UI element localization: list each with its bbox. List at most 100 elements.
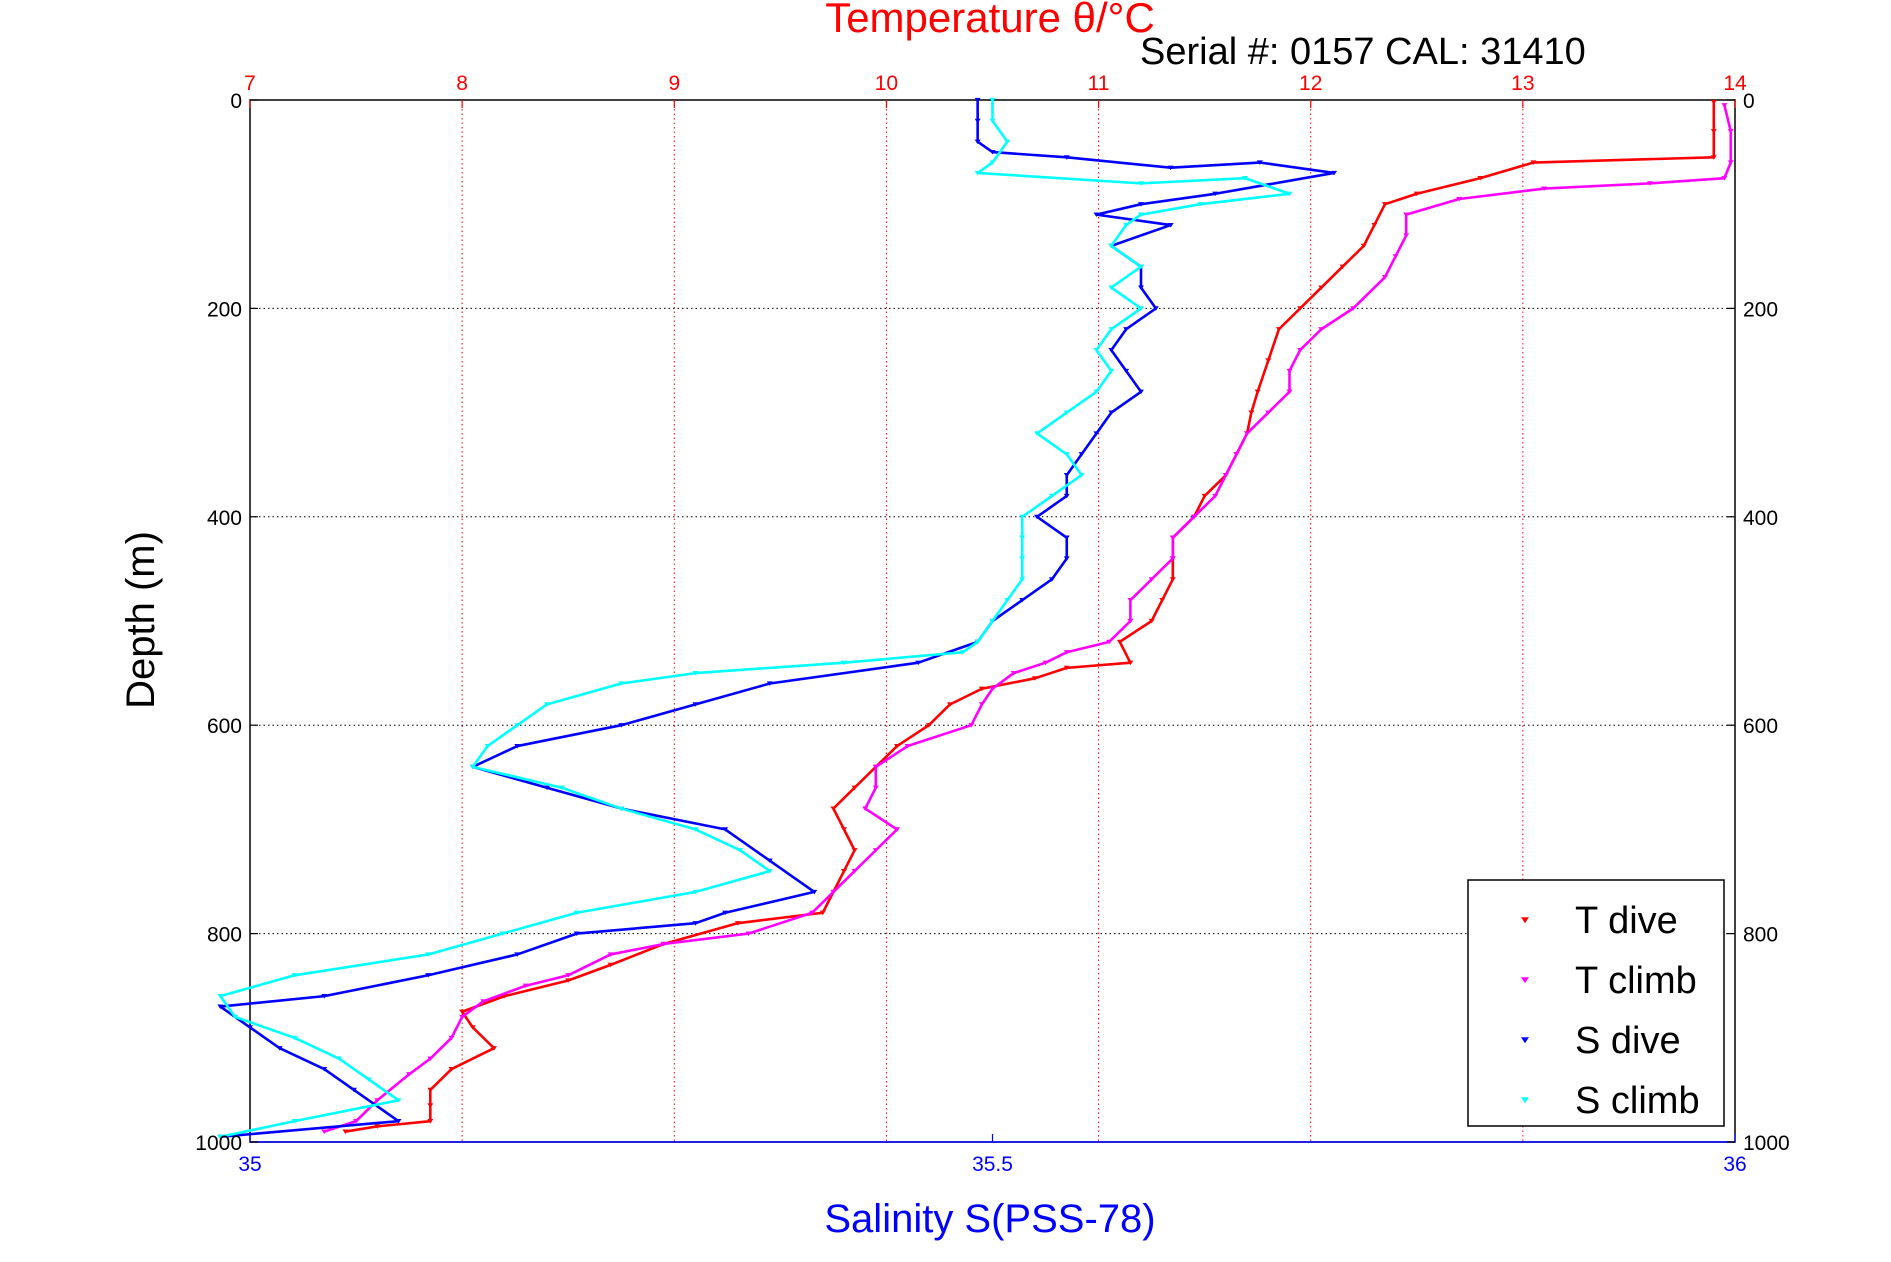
series-s-climb <box>217 97 1293 1140</box>
temperature-tick-label: 12 <box>1299 72 1322 95</box>
data-point <box>1339 264 1346 270</box>
data-point <box>1138 264 1144 270</box>
depth-tick-label: 600 <box>207 715 242 738</box>
data-point <box>841 868 847 874</box>
series-trace-line <box>323 104 1733 1133</box>
data-point <box>692 702 699 707</box>
data-point <box>1063 650 1070 655</box>
depth-axis-ticks-right: 0 200 400 600 800 1000 <box>1727 90 1790 1155</box>
data-point <box>1004 139 1011 145</box>
data-point <box>425 973 432 978</box>
data-point <box>1123 327 1130 332</box>
data-point <box>1138 181 1144 186</box>
data-point <box>490 1046 497 1051</box>
data-point <box>217 994 224 999</box>
data-point <box>1127 618 1134 624</box>
data-point <box>1710 129 1717 134</box>
data-point <box>692 827 699 832</box>
data-point <box>1019 514 1026 520</box>
data-point <box>374 1124 381 1129</box>
data-point <box>766 858 773 864</box>
data-point <box>353 1119 360 1124</box>
data-point <box>1710 155 1717 160</box>
data-point <box>1063 556 1070 561</box>
data-point <box>1222 473 1229 478</box>
data-point <box>1169 577 1176 582</box>
legend-box <box>1467 879 1725 1127</box>
data-point <box>974 170 981 176</box>
data-point <box>1710 99 1717 105</box>
data-point <box>1093 212 1100 218</box>
data-point <box>1647 181 1654 186</box>
series-layer <box>217 97 1734 1140</box>
data-point <box>1197 202 1204 207</box>
data-point <box>618 806 625 811</box>
data-point <box>1541 186 1548 191</box>
data-point <box>1063 473 1070 478</box>
data-point <box>989 97 996 103</box>
data-point <box>989 160 996 165</box>
data-point <box>350 1087 357 1093</box>
data-point <box>862 806 869 811</box>
data-point <box>1275 327 1282 332</box>
data-point <box>1063 410 1070 415</box>
data-point <box>1148 577 1155 582</box>
depth-axis-ticks-left: 0 200 400 600 800 1000 <box>195 90 258 1155</box>
data-point <box>872 785 879 791</box>
data-point <box>1108 410 1115 415</box>
data-point <box>480 999 487 1004</box>
legend: T dive T climb S dive S climb <box>1467 879 1725 1127</box>
data-point <box>1167 165 1174 171</box>
data-point <box>1138 306 1144 311</box>
salinity-tick-label: 36 <box>1723 1153 1746 1176</box>
data-point <box>974 118 981 124</box>
data-point <box>1318 327 1325 332</box>
data-point <box>291 1119 298 1124</box>
data-point <box>1148 618 1155 624</box>
data-point <box>1265 410 1272 415</box>
temperature-tick-label: 9 <box>668 72 680 95</box>
data-point <box>1727 129 1734 134</box>
data-point <box>522 983 529 989</box>
x-axis-label: Salinity S(PSS-78) <box>824 1197 1155 1241</box>
data-point <box>1108 285 1115 290</box>
series-trace-line <box>219 100 1336 1139</box>
data-point <box>618 723 625 728</box>
data-point <box>947 702 954 707</box>
data-point <box>1093 431 1100 436</box>
depth-tick-label: 1000 <box>195 1132 242 1155</box>
data-point <box>448 1066 455 1072</box>
temperature-tick-label: 13 <box>1511 72 1534 95</box>
data-point <box>573 910 580 916</box>
data-point <box>425 952 432 957</box>
data-point <box>232 1014 239 1020</box>
data-point <box>745 931 752 936</box>
data-point <box>692 671 699 676</box>
data-point <box>573 931 580 936</box>
data-point <box>1063 452 1070 457</box>
data-point <box>766 681 773 686</box>
data-point <box>1093 389 1100 395</box>
y-axis-label: Depth (m) <box>119 531 163 709</box>
data-point <box>915 660 922 666</box>
depth-tick-label: 200 <box>207 298 242 321</box>
data-point <box>1360 243 1367 249</box>
data-point <box>1403 233 1410 238</box>
data-point <box>1123 222 1130 228</box>
data-point <box>1093 347 1100 353</box>
data-point <box>1191 514 1198 520</box>
data-point <box>872 848 879 853</box>
legend-marker <box>1521 1097 1529 1104</box>
data-point <box>978 686 985 692</box>
data-point <box>722 827 729 832</box>
data-point <box>1019 577 1026 582</box>
data-point <box>1078 473 1085 478</box>
data-point <box>427 1103 434 1108</box>
data-point <box>1004 598 1011 603</box>
data-point <box>484 743 491 749</box>
data-point <box>1477 176 1484 181</box>
data-point <box>851 868 858 874</box>
data-point <box>978 702 985 707</box>
data-point <box>469 1025 476 1030</box>
